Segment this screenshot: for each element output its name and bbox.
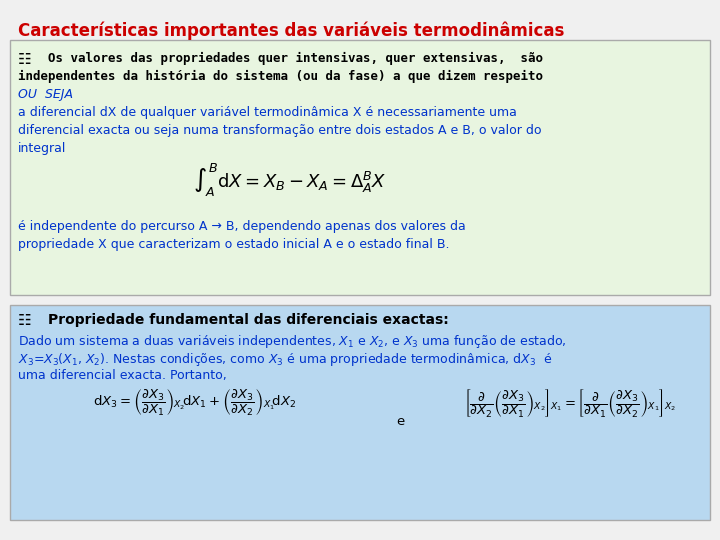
Text: ☷: ☷	[18, 52, 32, 67]
Text: Dado um sistema a duas variáveis independentes, $X_1$ e $X_2$, e $X_3$ uma funçã: Dado um sistema a duas variáveis indepen…	[18, 333, 567, 350]
Text: Características importantes das variáveis termodinâmicas: Características importantes das variávei…	[18, 22, 564, 40]
FancyBboxPatch shape	[10, 40, 710, 295]
Text: independentes da história do sistema (ou da fase) a que dizem respeito: independentes da história do sistema (ou…	[18, 70, 543, 83]
Text: $X_3$=$X_3$($X_1$, $X_2$). Nestas condições, como $X_3$ é uma propriedade termod: $X_3$=$X_3$($X_1$, $X_2$). Nestas condiç…	[18, 351, 552, 368]
Text: ☷: ☷	[18, 313, 32, 328]
Text: propriedade X que caracterizam o estado inicial A e o estado final B.: propriedade X que caracterizam o estado …	[18, 238, 449, 251]
Text: Os valores das propriedades quer intensivas, quer extensivas,  são: Os valores das propriedades quer intensi…	[48, 52, 543, 65]
Text: diferencial exacta ou seja numa transformação entre dois estados A e B, o valor : diferencial exacta ou seja numa transfor…	[18, 124, 541, 137]
Text: OU  SEJA: OU SEJA	[18, 88, 73, 101]
Text: $\left[\dfrac{\partial}{\partial X_2}\left(\dfrac{\partial X_3}{\partial X_1}\ri: $\left[\dfrac{\partial}{\partial X_2}\le…	[464, 388, 676, 420]
Text: é independente do percurso A → B, dependendo apenas dos valores da: é independente do percurso A → B, depend…	[18, 220, 466, 233]
Text: uma diferencial exacta. Portanto,: uma diferencial exacta. Portanto,	[18, 369, 227, 382]
Text: a diferencial dX de qualquer variável termodinâmica X é necessariamente uma: a diferencial dX de qualquer variável te…	[18, 106, 517, 119]
Text: Propriedade fundamental das diferenciais exactas:: Propriedade fundamental das diferenciais…	[48, 313, 449, 327]
Text: $\mathrm{d}X_3 = \left(\dfrac{\partial X_3}{\partial X_1}\right)_{X_2}\!\mathrm{: $\mathrm{d}X_3 = \left(\dfrac{\partial X…	[94, 388, 297, 418]
FancyBboxPatch shape	[10, 305, 710, 520]
Text: $\int_A^B \mathrm{d}X = X_B - X_A = \Delta_A^B X$: $\int_A^B \mathrm{d}X = X_B - X_A = \Del…	[193, 162, 387, 199]
Text: integral: integral	[18, 142, 66, 155]
Text: e: e	[396, 415, 404, 428]
